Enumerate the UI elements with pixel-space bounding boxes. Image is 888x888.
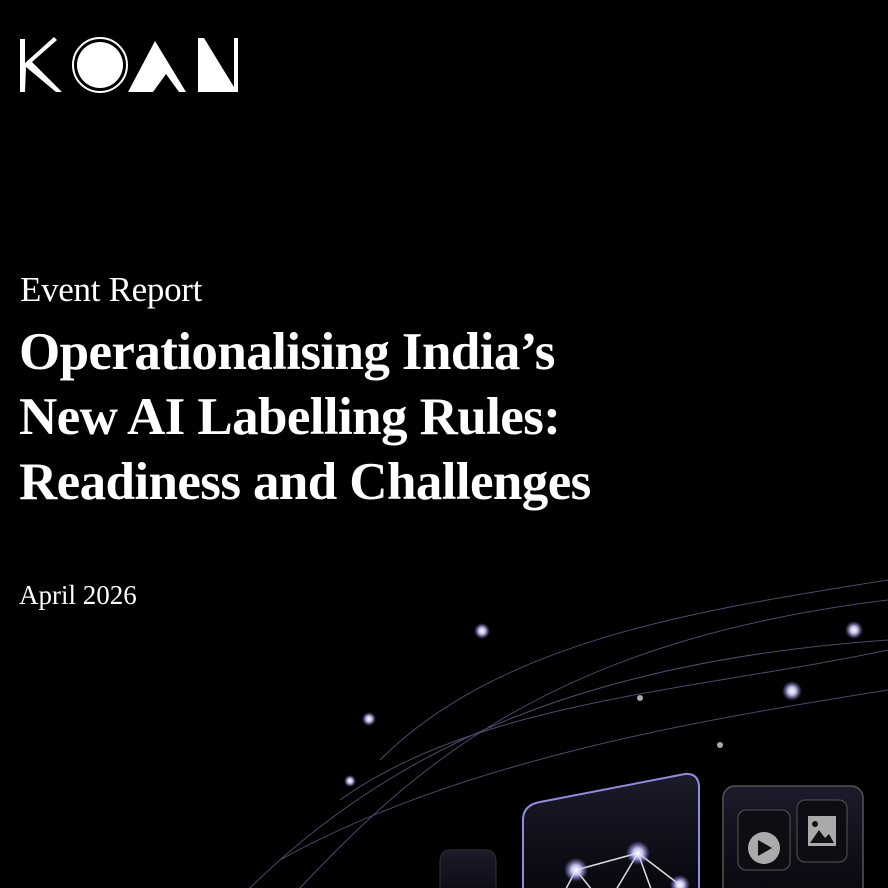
- image-icon: [808, 816, 836, 846]
- play-icon: [748, 832, 780, 864]
- title-line: Operationalising India’s: [19, 323, 555, 381]
- report-title: Operationalising India’s New AI Labellin…: [19, 320, 591, 515]
- abstract-network-illustration: [249, 579, 888, 888]
- title-line: Readiness and Challenges: [19, 453, 591, 511]
- report-date: April 2026: [19, 580, 137, 610]
- report-type-label: Event Report: [20, 270, 203, 309]
- glow-dots: [344, 621, 863, 787]
- koan-logo: [20, 37, 238, 93]
- title-line: New AI Labelling Rules:: [19, 388, 561, 446]
